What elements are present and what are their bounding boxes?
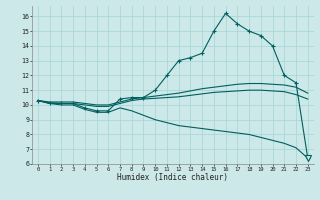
X-axis label: Humidex (Indice chaleur): Humidex (Indice chaleur) bbox=[117, 173, 228, 182]
